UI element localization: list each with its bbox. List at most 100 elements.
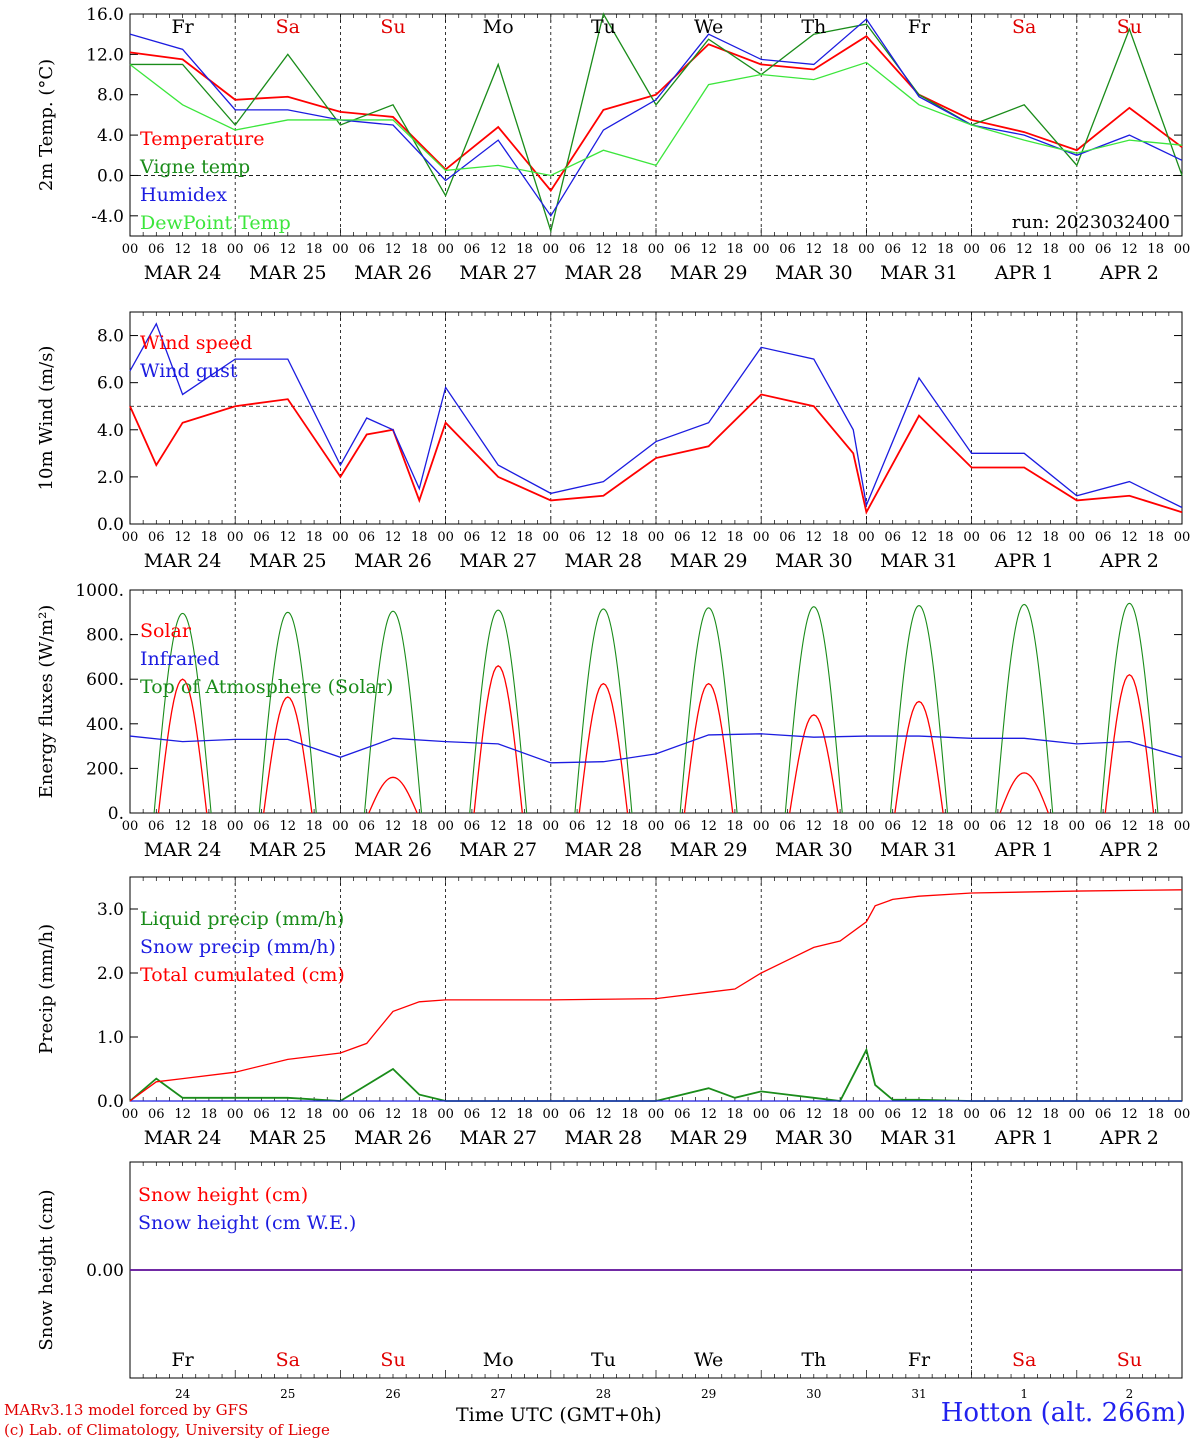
date-label: MAR 26 [354,1127,432,1149]
date-label: MAR 28 [565,1127,643,1149]
toa-solar-arc [258,611,317,814]
hour-tick-label: 18 [621,242,638,257]
hour-tick-label: 18 [306,530,323,545]
legend-entry: Total cumulated (cm) [140,964,345,986]
y-tick-label: 0.0 [97,1092,124,1112]
series-line-2 [129,889,1183,1102]
hour-tick-label: 18 [201,530,218,545]
hour-tick-label: 00 [858,242,875,257]
hour-tick-label: 12 [174,242,191,257]
y-tick-label: 16.0 [86,5,124,25]
hour-tick-label: 00 [648,819,665,834]
date-label: MAR 30 [775,550,853,572]
bottom-day-number: 25 [280,1387,295,1401]
hour-tick-label: 12 [1016,242,1033,257]
hour-tick-label: 12 [806,1107,823,1122]
hour-tick-label: 06 [779,1107,796,1122]
hour-tick-label: 12 [490,819,507,834]
credit-block: MARv3.13 model forced by GFS (c) Lab. of… [4,1400,330,1440]
hour-tick-label: 12 [911,1107,928,1122]
hour-tick-label: 00 [753,1107,770,1122]
hour-tick-label: 18 [1147,242,1164,257]
hour-tick-label: 18 [411,819,428,834]
hour-tick-label: 00 [332,242,349,257]
solar-series-day [999,772,1049,814]
solar-series-day [157,678,208,814]
bottom-day-number: 26 [385,1387,400,1401]
day-letter: Tu [591,16,616,38]
date-label: MAR 27 [459,839,537,861]
solar-series-day [789,714,839,814]
hour-tick-label: 00 [753,530,770,545]
hour-tick-label: 06 [674,530,691,545]
hour-tick-label: 18 [937,530,954,545]
hour-tick-label: 06 [1095,819,1112,834]
hour-tick-label: 00 [227,530,244,545]
date-label: MAR 24 [144,262,222,284]
hour-tick-label: 12 [1121,819,1138,834]
date-label: MAR 27 [459,1127,537,1149]
hour-tick-label: 18 [621,1107,638,1122]
hour-tick-label: 18 [516,242,533,257]
y-tick-label: 0.00 [86,1261,124,1281]
hour-tick-label: 06 [464,819,481,834]
hour-tick-label: 00 [1069,1107,1086,1122]
y-axis-label: 2m Temp. (°C) [36,59,57,191]
y-axis-label: Precip (mm/h) [36,924,57,1054]
hour-tick-label: 18 [1147,1107,1164,1122]
hour-tick-label: 12 [1016,530,1033,545]
date-label: APR 2 [1099,1127,1159,1149]
hour-tick-label: 12 [700,242,717,257]
hour-tick-label: 00 [1174,1107,1191,1122]
hour-tick-label: 00 [437,819,454,834]
solar-series-day [578,682,629,814]
hour-tick-label: 12 [280,242,297,257]
hour-tick-label: 00 [858,1107,875,1122]
toa-solar-arc [153,612,212,814]
hour-tick-label: 00 [543,242,560,257]
y-tick-label: 12.0 [86,45,124,65]
toa-solar-arc [363,610,423,814]
hour-tick-label: 18 [621,530,638,545]
date-label: MAR 25 [249,839,327,861]
hour-tick-label: 06 [674,819,691,834]
credit-lab: (c) Lab. of Climatology, University of L… [4,1421,330,1439]
date-label: MAR 31 [880,262,958,284]
hour-tick-label: 18 [1042,530,1059,545]
series-line-1 [129,322,1183,509]
hour-tick-label: 06 [779,530,796,545]
panel-frame-2 [129,589,1183,814]
hour-tick-label: 00 [753,819,770,834]
location-label: Hotton (alt. 266m) [940,1398,1186,1428]
legend-entry: Snow height (cm W.E.) [138,1212,356,1234]
bottom-day-number: 29 [701,1387,716,1401]
hour-tick-label: 06 [148,1107,165,1122]
hour-tick-label: 06 [1095,242,1112,257]
hour-tick-label: 00 [648,1107,665,1122]
hour-tick-label: 06 [990,242,1007,257]
legend-entry: Top of Atmosphere (Solar) [140,676,393,698]
toa-solar-arc [995,603,1054,814]
solar-series-day [894,700,944,814]
series-line-1 [129,733,1183,764]
hour-tick-label: 18 [832,530,849,545]
hour-tick-label: 06 [1095,530,1112,545]
day-letter: Sa [1012,16,1036,38]
hour-tick-label: 18 [1042,1107,1059,1122]
y-tick-label: 3.0 [97,900,124,920]
date-label: MAR 30 [775,262,853,284]
solar-series-day [473,665,523,814]
hour-tick-label: 06 [253,530,270,545]
hour-tick-label: 12 [1121,242,1138,257]
date-label: APR 1 [994,839,1054,861]
hour-tick-label: 12 [911,242,928,257]
date-label: APR 2 [1099,262,1159,284]
y-tick-label: 800. [86,626,124,646]
legend-entry: Temperature [140,128,264,150]
bottom-day-number: 24 [175,1387,191,1401]
hour-tick-label: 00 [858,819,875,834]
hour-tick-label: 18 [411,242,428,257]
hour-tick-label: 12 [700,530,717,545]
hour-tick-label: 18 [201,819,218,834]
